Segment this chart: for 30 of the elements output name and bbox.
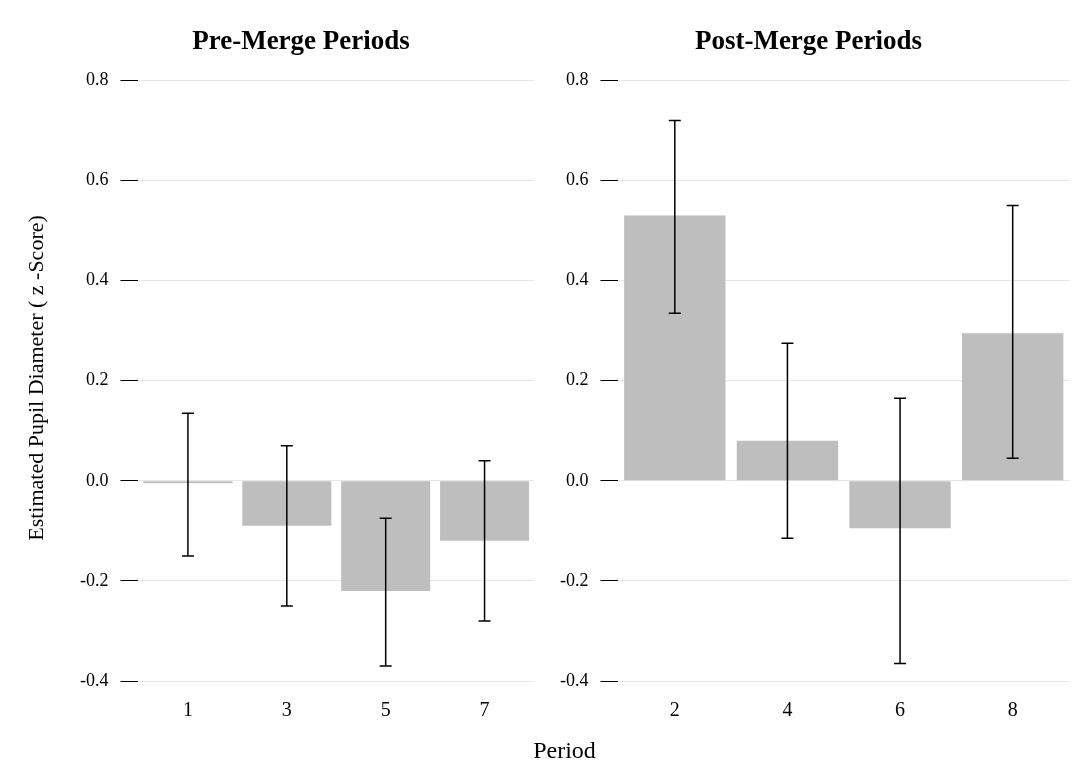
x-tick-label: 4 xyxy=(782,698,793,721)
y-tick-label: 0.2 xyxy=(565,369,589,390)
y-tick-label: 0.8 xyxy=(85,69,109,90)
y-tick-label: -0.4 xyxy=(79,669,109,690)
chart-title: Post-Merge Periods xyxy=(694,25,923,56)
y-tick-label: 0.6 xyxy=(565,169,589,190)
x-tick-label: 8 xyxy=(1007,698,1018,721)
y-tick-label: -0.2 xyxy=(79,569,109,590)
y-tick-label: 0.6 xyxy=(85,169,109,190)
bar xyxy=(624,215,726,481)
x-tick-label: 1 xyxy=(182,698,193,721)
y-tick-label: 0.2 xyxy=(85,369,109,390)
chart-title: Pre-Merge Periods xyxy=(192,25,410,56)
x-tick-label: 3 xyxy=(281,698,292,721)
x-axis-title: Period xyxy=(532,737,597,764)
y-tick-label: 0.8 xyxy=(565,69,589,90)
y-tick-label: 0.4 xyxy=(565,269,589,290)
bar xyxy=(849,481,951,529)
y-axis-title: Estimated Pupil Diameter ( z -Score) xyxy=(23,214,49,543)
x-tick-label: 5 xyxy=(380,698,391,721)
bar xyxy=(736,440,839,481)
x-tick-label: 7 xyxy=(479,698,490,721)
y-tick-label: 0.0 xyxy=(565,469,589,490)
x-tick-label: 2 xyxy=(669,698,680,721)
y-tick-label: -0.4 xyxy=(559,669,589,690)
x-tick-label: 6 xyxy=(895,698,906,721)
y-tick-label: 0.0 xyxy=(85,469,109,490)
bar xyxy=(962,333,1064,481)
y-tick-label: -0.2 xyxy=(559,569,589,590)
y-tick-label: 0.4 xyxy=(85,269,109,290)
